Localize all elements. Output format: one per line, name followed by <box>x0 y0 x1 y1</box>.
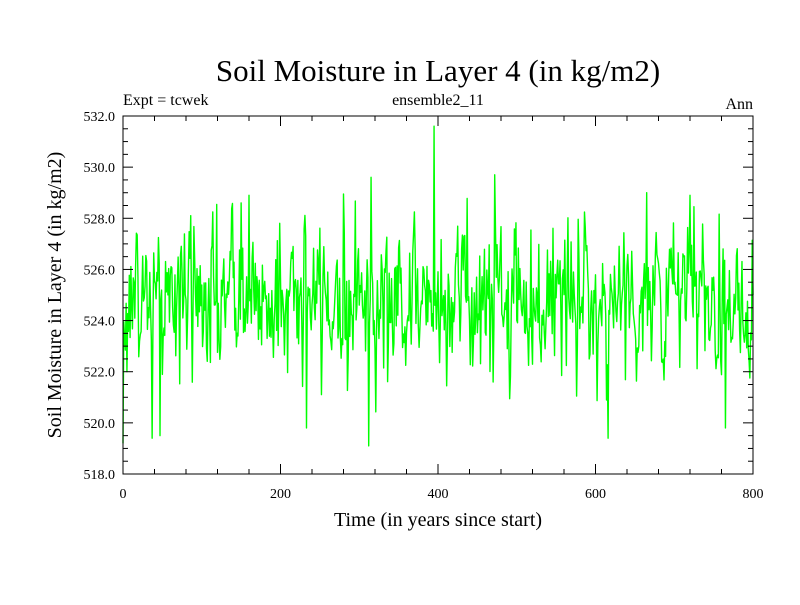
y-tick-label: 530.0 <box>84 161 116 176</box>
chart-title: Soil Moisture in Layer 4 (in kg/m2) <box>216 53 660 88</box>
y-tick-label: 528.0 <box>84 212 116 227</box>
series-line <box>122 125 754 447</box>
y-tick-label: 524.0 <box>84 315 116 330</box>
x-tick-label: 600 <box>585 487 606 502</box>
ensemble-label: ensemble2_11 <box>392 92 484 109</box>
y-tick-label: 532.0 <box>84 110 116 125</box>
x-tick-label: 200 <box>270 487 291 502</box>
x-tick-label: 400 <box>428 487 449 502</box>
season-label: Ann <box>725 96 753 113</box>
x-axis: 0 200 400 600 800 <box>120 116 764 502</box>
y-tick-label: 522.0 <box>84 366 116 381</box>
experiment-label: Expt = tcwek <box>123 92 208 109</box>
y-tick-label: 518.0 <box>84 468 116 483</box>
y-tick-label: 526.0 <box>84 263 116 278</box>
x-axis-label: Time (in years since start) <box>334 509 542 531</box>
x-tick-label: 800 <box>743 487 764 502</box>
series-layer <box>122 125 754 447</box>
y-axis: 518.0 520.0 522.0 524.0 526.0 528.0 530.0 532.0 <box>84 110 753 483</box>
y-tick-label: 520.0 <box>84 417 116 432</box>
x-tick-label: 0 <box>120 487 127 502</box>
y-axis-label: Soil Moisture in Layer 4 (in kg/m2) <box>44 152 66 439</box>
